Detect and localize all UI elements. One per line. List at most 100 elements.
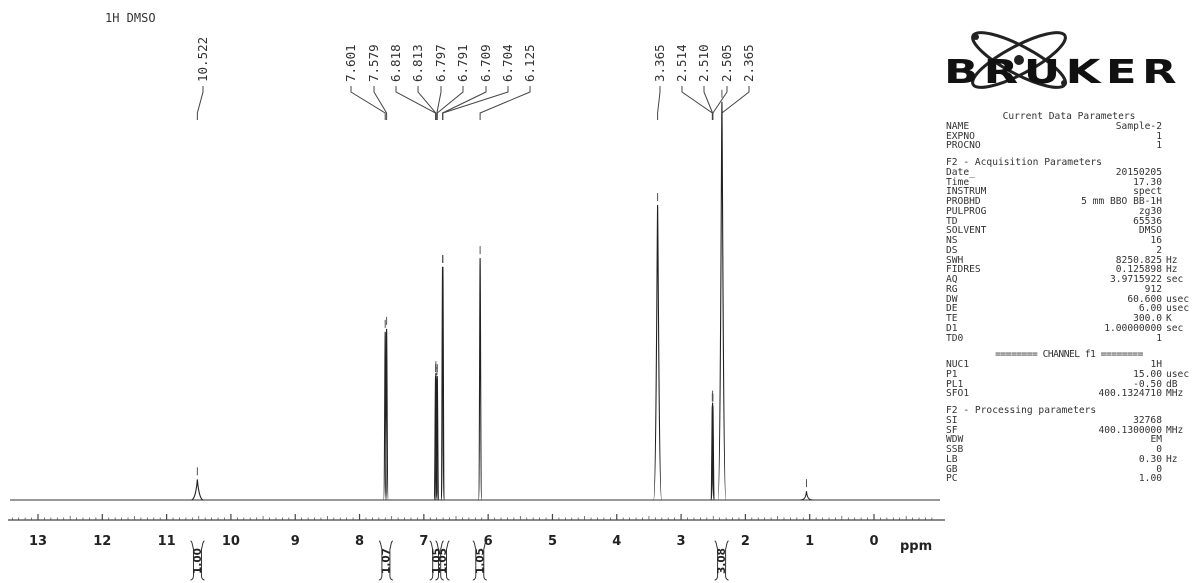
peak-connector bbox=[436, 86, 464, 120]
param-key: NS bbox=[946, 235, 958, 246]
bruker-logo-icon: BRUKER bbox=[944, 31, 1182, 91]
x-axis-label: ppm bbox=[900, 539, 932, 554]
param-key: PL1 bbox=[946, 378, 964, 390]
param-unit: sec bbox=[1166, 322, 1184, 334]
param-key: PC bbox=[946, 473, 958, 485]
param-value: 1 bbox=[1156, 332, 1162, 344]
integral-value: 1.05 bbox=[431, 548, 443, 574]
param-key: AQ bbox=[946, 274, 958, 285]
param-key: FIDRES bbox=[946, 264, 981, 276]
param-key: PROCNO bbox=[946, 140, 981, 152]
param-unit bbox=[1166, 465, 1192, 475]
param-row: EXPNO 1 bbox=[946, 130, 1192, 142]
param-row: NAME Sample-2 bbox=[946, 120, 1192, 132]
param-key: PULPROG bbox=[946, 205, 987, 217]
param-unit: sec bbox=[1166, 274, 1184, 285]
param-unit bbox=[1166, 132, 1192, 142]
param-key: PROBHD bbox=[946, 196, 981, 207]
param-value: 8250.825 bbox=[1115, 254, 1162, 266]
integral-bracket bbox=[190, 540, 205, 581]
peak-label-group: 10.522 7.601 7.579 6.818 6.813 6.797 6.791 6.70… bbox=[195, 37, 756, 82]
param-value: Sample-2 bbox=[1115, 120, 1162, 132]
current-params-header: Current Data Parameters bbox=[1002, 111, 1136, 122]
spectrum-peak bbox=[717, 101, 727, 501]
param-key: SFO1 bbox=[946, 388, 970, 400]
spectrum-peak bbox=[435, 376, 440, 501]
peak-label: 2.505 bbox=[719, 44, 734, 82]
x-tick-label: 13 bbox=[29, 534, 47, 549]
x-tick-label: 9 bbox=[291, 534, 300, 549]
param-key: DE bbox=[946, 303, 958, 315]
param-unit: dB bbox=[1166, 378, 1178, 390]
param-row: DE 6.00 usec bbox=[946, 304, 1192, 314]
peak-label: 3.365 bbox=[652, 44, 667, 82]
param-value: 0 bbox=[1156, 463, 1162, 475]
param-key: TD0 bbox=[946, 332, 964, 344]
peak-label: 7.579 bbox=[366, 44, 381, 82]
parameter-panel: Current Data Parameters NAME Sample-2 EXPN… bbox=[946, 112, 1192, 484]
spectrum-peak bbox=[384, 328, 389, 501]
spectrum-peak bbox=[800, 491, 813, 501]
param-unit: Hz bbox=[1166, 453, 1178, 465]
param-row: P1 15.00 usec bbox=[946, 369, 1192, 380]
param-unit bbox=[1166, 474, 1192, 484]
spectrum-trace bbox=[10, 89, 940, 501]
param-key: RG bbox=[946, 283, 958, 295]
param-row: SF 400.1300000 MHz bbox=[946, 424, 1192, 436]
x-tick-label: 11 bbox=[158, 534, 176, 549]
param-key: TE bbox=[946, 313, 958, 324]
x-axis: 13 12 11 10 9 8 7 6 5 4 3 2 1 0 bbox=[8, 514, 945, 549]
x-tick-label: 6 bbox=[484, 534, 493, 549]
param-value: 0.30 bbox=[1138, 453, 1162, 465]
peak-label: 7.601 bbox=[343, 44, 358, 82]
param-value: 400.1300000 bbox=[1098, 424, 1162, 436]
param-row: Date_ 20150205 bbox=[946, 167, 1192, 178]
processing-params-header: F2 - Processing parameters bbox=[946, 405, 1097, 416]
param-row: TE 300.0 K bbox=[946, 314, 1192, 324]
param-row: TD0 1 bbox=[946, 332, 1192, 344]
integral-bracket bbox=[714, 540, 729, 581]
peak-connector bbox=[479, 86, 531, 120]
peak-connector bbox=[350, 86, 386, 120]
integral-bracket bbox=[472, 540, 487, 581]
peak-label: 6.813 bbox=[410, 44, 425, 82]
integral-bracket bbox=[435, 540, 450, 581]
param-unit: MHz bbox=[1166, 424, 1184, 436]
param-key: WDW bbox=[946, 434, 964, 446]
peak-label: 2.510 bbox=[696, 44, 711, 82]
param-value: 17.30 bbox=[1133, 176, 1162, 188]
param-key: NAME bbox=[946, 120, 970, 132]
acquisition-params-section: F2 - Acquisition Parameters Date_ 2015020… bbox=[946, 158, 1192, 343]
x-tick-label: 10 bbox=[222, 534, 240, 549]
param-value: 16 bbox=[1150, 235, 1162, 246]
param-key: DW bbox=[946, 293, 958, 305]
param-unit bbox=[1166, 226, 1192, 236]
param-key: SWH bbox=[946, 254, 964, 266]
x-tick-label: 0 bbox=[869, 534, 878, 549]
processing-params-section: F2 - Processing parameters SI 32768 SF 400.… bbox=[946, 406, 1192, 484]
param-unit bbox=[1166, 168, 1192, 178]
logo-text: BRUKER bbox=[944, 52, 1182, 91]
param-key: INSTRUM bbox=[946, 186, 987, 198]
param-row: SWH 8250.825 Hz bbox=[946, 254, 1192, 266]
spectrum-peak bbox=[653, 204, 663, 501]
param-value: 1 bbox=[1156, 130, 1162, 142]
param-row: INSTRUM spect bbox=[946, 187, 1192, 197]
peak-label: 6.709 bbox=[478, 44, 493, 82]
nmr-spectrum-chart: 1H DMSO 10.522 7.601 7.579 6.818 6.813 6.797 6… bbox=[8, 11, 945, 581]
peak-connector bbox=[712, 86, 728, 120]
peak-connector bbox=[417, 86, 437, 120]
param-unit bbox=[1166, 178, 1192, 188]
param-value: 6.00 bbox=[1138, 303, 1162, 315]
param-row: RG 912 bbox=[946, 283, 1192, 295]
param-row: LB 0.30 Hz bbox=[946, 453, 1192, 465]
param-value: 60.600 bbox=[1127, 293, 1162, 305]
x-tick-label: 3 bbox=[677, 534, 686, 549]
param-key: EXPNO bbox=[946, 130, 975, 142]
param-key: SF bbox=[946, 424, 958, 436]
peak-label: 10.522 bbox=[195, 37, 210, 82]
param-unit bbox=[1166, 334, 1192, 344]
param-key: SSB bbox=[946, 444, 964, 455]
param-value: 0.125898 bbox=[1115, 264, 1162, 276]
param-key: Time bbox=[946, 176, 970, 188]
